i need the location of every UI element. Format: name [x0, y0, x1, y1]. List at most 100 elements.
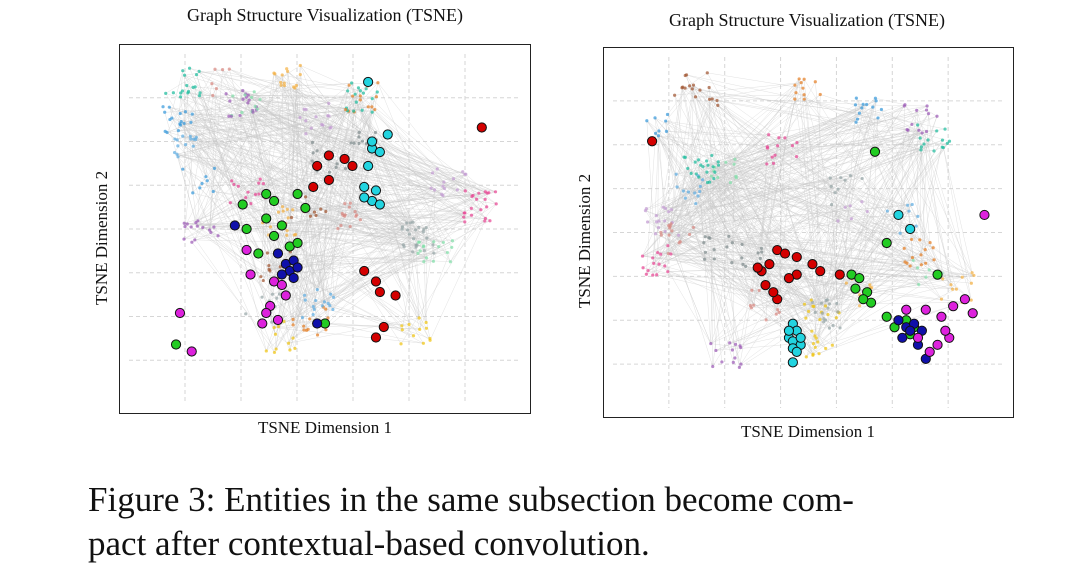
graph-edge [183, 192, 488, 240]
background-node [926, 112, 931, 116]
graph-edge [450, 192, 490, 262]
point-cyan [374, 146, 385, 158]
graph-edge [904, 104, 927, 132]
background-node [670, 229, 674, 233]
graph-edge [808, 100, 877, 312]
background-node [198, 91, 202, 95]
graph-edge [295, 225, 342, 235]
graph-edge [185, 144, 279, 213]
graph-edge [182, 168, 420, 330]
graph-edge [288, 329, 326, 344]
point-magenta [174, 307, 186, 319]
point-red [815, 266, 826, 277]
background-node [653, 232, 658, 236]
background-node [406, 228, 410, 232]
graph-edge [202, 227, 414, 336]
graph-edge [816, 294, 860, 339]
graph-edge [274, 234, 424, 247]
background-node [422, 260, 426, 264]
point-magenta [241, 244, 252, 256]
background-node [417, 316, 421, 320]
graph-edge [275, 211, 356, 350]
graph-edge [471, 208, 486, 219]
graph-edge [193, 127, 332, 147]
background-node [777, 310, 781, 314]
graph-edge [192, 113, 496, 193]
graph-edge [214, 168, 411, 224]
background-node [916, 266, 920, 270]
background-node [421, 245, 426, 249]
background-node [932, 258, 936, 262]
background-node [740, 256, 744, 260]
graph-edge [189, 68, 281, 267]
background-node [194, 221, 198, 225]
background-node [664, 129, 669, 133]
graph-edge [656, 207, 664, 216]
background-node [739, 362, 743, 366]
graph-edge [904, 104, 923, 134]
background-node [700, 178, 705, 182]
background-node [326, 316, 330, 320]
background-node [255, 107, 259, 111]
background-node [429, 186, 433, 190]
background-node [716, 160, 720, 164]
background-node [405, 221, 409, 225]
background-node [347, 83, 351, 87]
point-red [390, 290, 401, 301]
point-red [359, 265, 370, 277]
point-cyan [374, 199, 385, 210]
graph-edge [927, 139, 943, 279]
background-node [326, 114, 330, 118]
graph-edge [433, 189, 435, 262]
background-node [422, 227, 426, 232]
background-node [916, 123, 920, 127]
background-node [677, 241, 681, 245]
graph-edge [681, 87, 740, 368]
point-magenta [912, 332, 924, 343]
background-node [656, 251, 660, 255]
graph-edge [273, 72, 411, 223]
background-node [354, 100, 358, 104]
graph-edge [251, 97, 355, 144]
point-green [268, 230, 280, 242]
point-green [170, 339, 182, 350]
graph-edge [831, 204, 839, 313]
point-magenta [920, 304, 931, 315]
background-node [191, 144, 195, 148]
background-node [251, 110, 255, 114]
background-node [311, 151, 315, 155]
graph-edge [653, 163, 774, 264]
graph-edge [267, 252, 424, 262]
background-node [469, 206, 473, 210]
graph-edge [708, 87, 751, 306]
graph-edge [645, 163, 767, 211]
background-node [279, 80, 283, 85]
background-node [292, 85, 296, 89]
background-node [708, 236, 712, 240]
background-node [688, 84, 692, 88]
graph-edge [183, 123, 291, 351]
background-node [286, 341, 291, 345]
graph-edge [183, 139, 194, 240]
graph-edge [288, 317, 420, 344]
background-node [910, 202, 914, 207]
graph-edge [231, 116, 371, 140]
graph-edge [185, 111, 367, 144]
background-node [916, 214, 920, 218]
background-node [412, 237, 416, 241]
left-chart-title: Graph Structure Visualization (TSNE) [186, 5, 464, 25]
background-node [432, 251, 436, 255]
graph-edge [698, 84, 796, 161]
graph-edge [844, 130, 920, 181]
point-red [647, 136, 658, 147]
background-node [291, 336, 295, 340]
point-green [292, 188, 303, 200]
graph-edge [349, 143, 355, 208]
background-node [164, 91, 168, 95]
background-node [885, 209, 889, 213]
graph-edge [668, 106, 873, 236]
graph-edge [703, 220, 838, 243]
background-node [352, 109, 356, 113]
background-node [178, 123, 183, 127]
background-node [744, 264, 748, 268]
